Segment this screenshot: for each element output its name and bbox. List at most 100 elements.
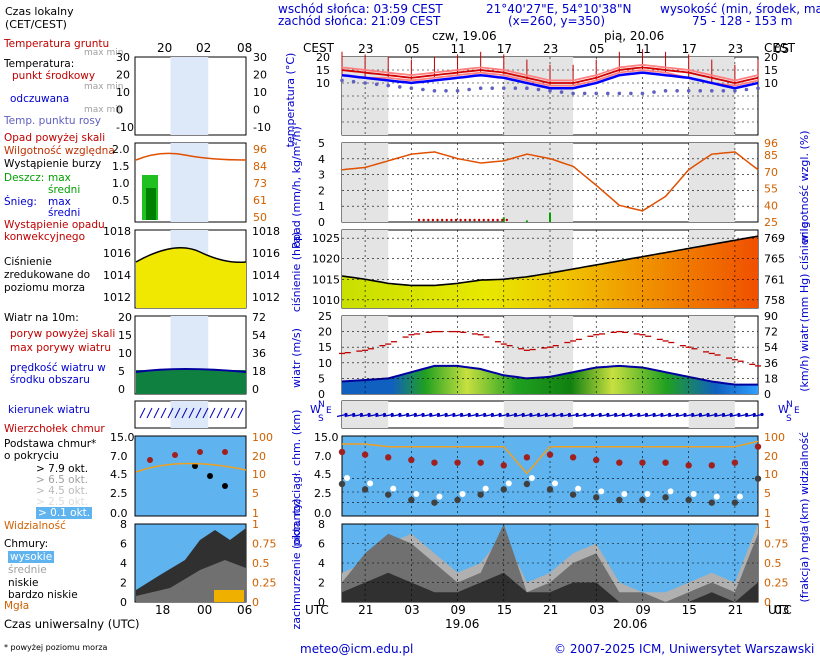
snow-label: Śnieg: <box>4 196 37 208</box>
wind-arrow-head <box>529 412 533 417</box>
precip-occurrence-dot <box>477 218 481 222</box>
wind-dir-label: kierunek wiatru <box>8 404 90 416</box>
cloud-base-dot <box>431 499 438 506</box>
cloud-top-dot <box>431 459 438 466</box>
temp-axis-label: temperatura (°C) <box>284 53 297 148</box>
wind-arrow-head <box>367 412 371 417</box>
sunset-text: zachód słońca: 21:09 CEST <box>278 14 441 28</box>
wind-arrow-head <box>490 412 494 417</box>
day1-label: czw, 19.06 <box>432 29 497 43</box>
pressure-legend-ytick-left: 1018 <box>103 225 131 238</box>
temp-legend-band <box>170 57 209 135</box>
cloud-base-dot-light <box>367 480 374 487</box>
wind-ytick: 20 <box>318 326 332 339</box>
legend-wind-arrow <box>153 407 160 419</box>
wind-arrow-head <box>583 412 587 417</box>
wind-legend-ytick-left: 5 <box>118 365 125 378</box>
fog-axis-label: (frakcja) mgła <box>798 526 811 603</box>
utc-tick-label: 03 <box>589 603 604 617</box>
wind-ytick: 5 <box>318 372 325 385</box>
wind-kmh-ytick: 72 <box>764 326 778 339</box>
precip-occurrence-dot <box>454 218 458 222</box>
temp-legend-ytick-right: 0 <box>253 104 260 117</box>
cloud-base-dot-light <box>690 491 697 497</box>
temp-legend-ytick-left: -10 <box>116 121 134 134</box>
date-bottom-1: 19.06 <box>445 617 479 631</box>
wind-arrow-head <box>552 412 556 417</box>
cover-area-średnie <box>342 524 758 602</box>
soil-temp-sub: max min <box>84 48 124 58</box>
temp-legend-ytick-right: -10 <box>253 121 271 134</box>
wind-dir-night-band <box>342 401 389 428</box>
pressure-mm-ytick: 765 <box>764 253 785 266</box>
cloud-top-dot <box>616 459 623 466</box>
visibility-ytick: 5 <box>764 487 771 500</box>
coords-text: 21°40'27"E, 54°10'38"N <box>486 2 632 16</box>
visibility-line <box>342 440 759 475</box>
cloud-base-dot-light <box>436 493 443 500</box>
humidity-legend-ytick: 50 <box>253 211 267 224</box>
legend-wind-arrow <box>209 407 216 419</box>
wind-arrow-head <box>598 412 602 417</box>
legend-rain-mid <box>146 188 156 220</box>
visibility-legend-ytick: 10 <box>252 468 266 481</box>
precip-occurrence-dot <box>496 218 499 222</box>
cloud-base-dot <box>708 499 715 506</box>
cest-tick-label: 05 <box>589 42 604 56</box>
cloud-base-dot-light <box>344 475 350 481</box>
cloud-base-dot <box>616 496 623 504</box>
cloud-base-dot <box>500 486 507 493</box>
fog-legend-ytick: 0.5 <box>252 557 270 570</box>
fog-legend-ytick: 1 <box>252 518 259 531</box>
wind-legend-ytick-right: 0 <box>252 383 259 396</box>
cloud-base-dot <box>685 496 692 504</box>
precip-legend-band <box>170 143 209 222</box>
wind-arrow-head <box>375 412 379 417</box>
max-gust-label: max porywy wiatru <box>10 342 112 354</box>
footer-email[interactable]: meteo@icm.edu.pl <box>300 642 414 656</box>
legend-wind-arrow <box>181 407 188 419</box>
legend-visibility-line <box>135 462 247 473</box>
wind-kmh-ytick: 90 <box>764 310 778 323</box>
pressure-mm-ytick: 758 <box>764 294 785 307</box>
visibility-legend-ytick: 1 <box>252 507 259 520</box>
utc-tick-label: 03 <box>774 603 789 617</box>
dew-point-label: Temp. punktu rosy <box>4 115 102 127</box>
wind-arrow-head <box>729 412 733 417</box>
cloud-top-dot <box>754 443 762 450</box>
cloud-legend-ytick: 4.5 <box>110 468 128 481</box>
precip-occurrence-dot <box>482 218 485 222</box>
pressure-area <box>342 236 758 308</box>
fog-ytick: 0.25 <box>764 577 789 590</box>
cest-tick-label: 23 <box>358 42 373 56</box>
cest-tick-label: 05 <box>404 42 419 56</box>
sunrise-text: wschód słońca: 03:59 CEST <box>278 2 443 16</box>
wind-arrow-head <box>637 412 641 417</box>
pressure-mm-ytick: 769 <box>764 232 785 245</box>
cest-tick-label: 05 <box>774 42 789 56</box>
fog-legend-ytick: 0.75 <box>252 538 277 551</box>
pressure-ytick: 1015 <box>312 273 340 286</box>
wind-arrow-head <box>544 412 548 417</box>
cloud-base-dot <box>477 491 484 498</box>
wind-arrow-head <box>352 412 356 417</box>
footer-copyright: © 2007-2025 ICM, Uniwersytet Warszawski <box>554 642 815 656</box>
cloud-range-axis-label: pion. rozciągł. chm. (km) <box>290 410 303 547</box>
wind-arrow-head <box>459 412 464 417</box>
wind-arrow-head <box>536 412 541 417</box>
wind-arrow-head <box>683 412 687 417</box>
legend-local-tick: 20 <box>157 41 172 55</box>
cloud-top-dot <box>385 454 392 461</box>
humidity-ytick: 70 <box>764 166 778 179</box>
temp-series-max <box>341 63 759 82</box>
cover-area-niskie <box>342 572 758 602</box>
cloud-ytick: 7.0 <box>314 450 332 463</box>
wind-arrow-head <box>429 412 433 417</box>
wind-speed-area <box>342 365 758 394</box>
cloud-high-label: wysokie <box>8 551 55 563</box>
temp-ytick-right: 15 <box>764 64 778 77</box>
visibility-legend-ytick: 20 <box>252 450 266 463</box>
cloud-base-dot-light <box>736 493 743 500</box>
temp-ytick-left: 10 <box>316 77 330 90</box>
mid-point-label: punkt środkowy <box>12 70 96 82</box>
